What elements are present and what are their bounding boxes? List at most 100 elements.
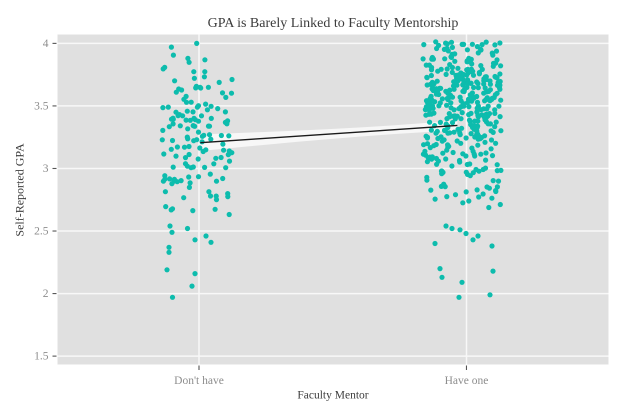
data-point <box>471 84 477 91</box>
data-point <box>192 271 198 277</box>
data-point <box>464 47 470 53</box>
data-point <box>431 143 437 149</box>
data-point <box>444 194 450 200</box>
data-point <box>194 40 200 47</box>
data-point <box>428 72 434 79</box>
data-point <box>493 188 499 195</box>
data-point <box>490 52 496 58</box>
data-point <box>476 194 482 200</box>
data-point <box>498 63 504 69</box>
data-point <box>182 155 189 161</box>
data-point <box>455 65 461 71</box>
data-point <box>434 128 440 134</box>
data-point <box>497 201 503 208</box>
data-point <box>493 48 500 54</box>
data-point <box>490 268 496 274</box>
data-point <box>479 42 485 48</box>
data-point <box>435 88 441 94</box>
data-point <box>187 180 193 186</box>
data-point <box>483 150 489 156</box>
data-point <box>439 168 445 174</box>
data-point <box>447 87 453 93</box>
data-point <box>456 294 462 300</box>
data-point <box>202 69 208 75</box>
data-point <box>208 239 214 245</box>
data-point <box>160 127 166 133</box>
data-point <box>490 178 496 184</box>
data-point <box>444 116 450 122</box>
axis-tick-marks <box>52 42 468 370</box>
plot-panel <box>57 34 609 365</box>
data-point <box>497 86 503 92</box>
data-point <box>454 75 460 81</box>
data-point <box>206 189 212 195</box>
data-point <box>483 39 489 45</box>
data-point <box>463 230 469 237</box>
data-point <box>468 80 474 86</box>
data-point <box>474 79 480 85</box>
data-point <box>166 124 172 130</box>
data-point <box>466 117 473 123</box>
x-axis-title: Faculty Mentor <box>297 390 368 402</box>
data-point <box>444 95 450 102</box>
data-point <box>461 41 467 48</box>
data-point <box>466 58 472 65</box>
data-point <box>164 267 170 273</box>
data-point <box>486 111 493 117</box>
data-point <box>482 133 488 139</box>
data-point <box>436 42 442 49</box>
data-point <box>459 125 465 131</box>
data-point <box>447 130 453 136</box>
data-point <box>192 123 198 129</box>
data-point <box>493 119 499 125</box>
data-point <box>448 54 454 60</box>
data-point <box>161 151 167 157</box>
data-point <box>213 197 220 203</box>
data-point <box>492 74 498 80</box>
data-point <box>162 189 168 195</box>
data-point <box>221 147 227 153</box>
data-point <box>469 124 476 130</box>
data-point <box>489 195 495 201</box>
data-point <box>482 117 488 123</box>
data-point <box>432 240 438 247</box>
data-point <box>190 109 196 115</box>
x-axis-tick-labels: Don't have Have one <box>174 375 488 387</box>
data-point <box>465 96 472 102</box>
data-point <box>448 100 454 106</box>
data-point <box>460 102 466 108</box>
data-point <box>489 153 496 159</box>
data-point <box>440 150 446 156</box>
data-point <box>478 46 484 52</box>
data-point <box>166 249 172 255</box>
data-point <box>433 39 439 45</box>
data-point <box>454 138 460 144</box>
data-point <box>202 57 208 63</box>
data-point <box>173 153 179 159</box>
data-point <box>186 184 192 190</box>
data-point <box>451 79 457 85</box>
data-point <box>226 133 232 139</box>
data-point <box>437 119 443 125</box>
data-point <box>421 42 427 48</box>
data-point <box>470 72 477 78</box>
data-point <box>468 131 474 137</box>
data-point <box>451 86 457 92</box>
data-point <box>444 66 450 72</box>
data-point <box>220 175 226 182</box>
data-point <box>159 137 165 143</box>
data-point <box>160 105 166 111</box>
x-tick-label: Don't have <box>174 375 224 387</box>
data-point <box>219 90 226 96</box>
data-point <box>466 198 472 204</box>
data-point <box>457 132 463 138</box>
data-point <box>493 140 499 146</box>
data-point <box>482 74 488 80</box>
data-point <box>445 142 451 148</box>
data-point <box>172 78 178 84</box>
data-point <box>474 105 480 111</box>
data-point <box>470 95 477 101</box>
data-point <box>424 75 430 81</box>
data-point <box>208 115 214 121</box>
data-point <box>430 87 436 94</box>
